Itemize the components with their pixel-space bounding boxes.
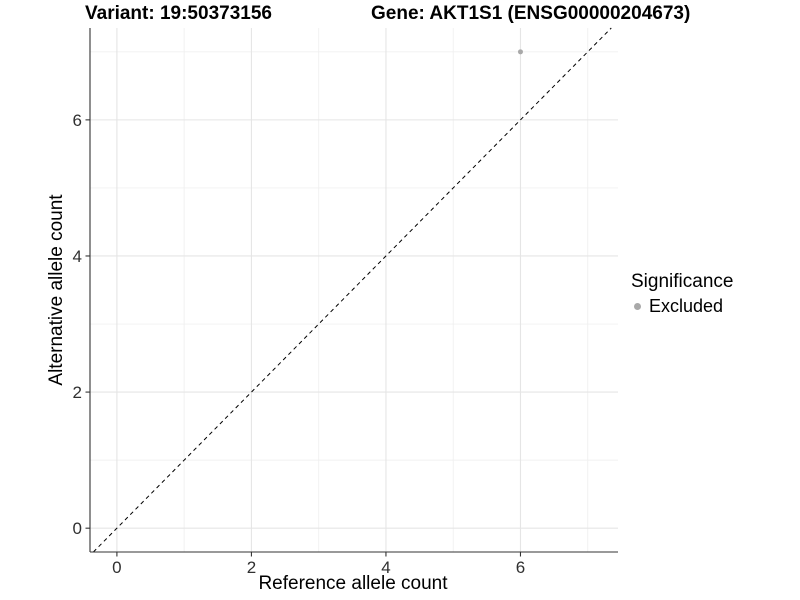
identity-line xyxy=(93,27,612,553)
x-tick-label: 2 xyxy=(247,558,256,577)
plot-title-gene: Gene: AKT1S1 (ENSG00000204673) xyxy=(371,3,691,24)
y-tick-label: 2 xyxy=(73,383,82,402)
x-tick-label: 6 xyxy=(516,558,525,577)
y-tick-label: 6 xyxy=(73,111,82,130)
y-tick-label: 4 xyxy=(73,247,82,266)
legend: Significance Excluded xyxy=(631,271,733,317)
plot-title-variant: Variant: 19:50373156 xyxy=(85,3,272,24)
x-tick-label: 0 xyxy=(112,558,121,577)
x-tick-label: 4 xyxy=(381,558,390,577)
legend-item-label: Excluded xyxy=(649,296,724,316)
excluded-point-icon xyxy=(634,303,641,310)
legend-item-excluded: Excluded xyxy=(631,296,733,317)
y-tick-label: 0 xyxy=(73,519,82,538)
data-point xyxy=(517,49,523,55)
y-axis-title: Alternative allele count xyxy=(46,194,67,386)
legend-title: Significance xyxy=(631,271,734,292)
x-axis-title: Reference allele count xyxy=(258,573,448,594)
